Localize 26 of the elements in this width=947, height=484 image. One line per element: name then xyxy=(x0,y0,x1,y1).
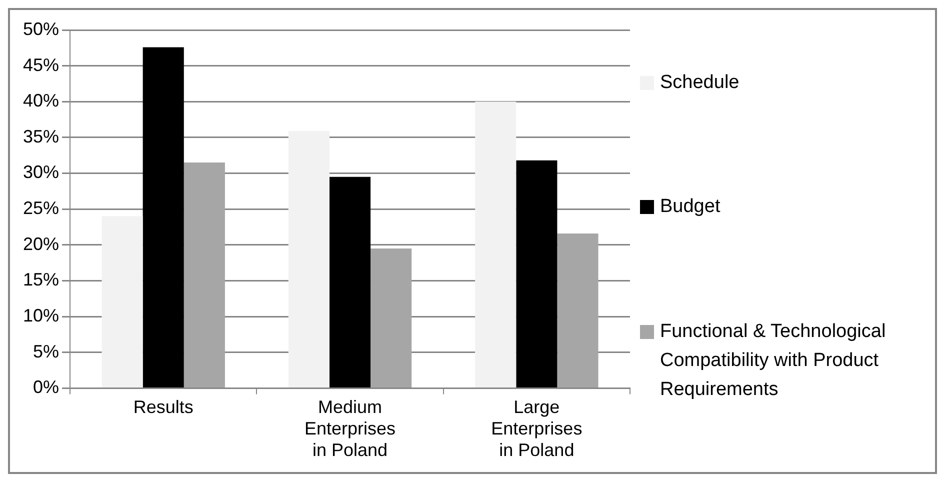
bar xyxy=(288,131,330,388)
legend-label: Schedule xyxy=(660,70,740,95)
y-tick-label: 0% xyxy=(33,377,60,398)
y-tick-label: 50% xyxy=(22,18,60,39)
y-tick-label: 35% xyxy=(22,126,60,146)
x-tick-label: Results xyxy=(133,396,194,417)
y-tick-label: 45% xyxy=(22,54,60,75)
bar xyxy=(329,176,371,388)
bar xyxy=(475,102,516,388)
y-tick-label: 15% xyxy=(22,270,60,290)
y-tick-label: 5% xyxy=(33,341,60,362)
x-tick-label: Medium Enterprises in Poland xyxy=(304,396,396,460)
bar xyxy=(102,216,143,388)
bar xyxy=(184,162,225,388)
y-tick-label: 10% xyxy=(22,306,60,326)
y-tick-label: 20% xyxy=(22,234,60,254)
y-tick-label: 40% xyxy=(22,90,60,111)
y-tick-label: 30% xyxy=(22,162,60,182)
bar xyxy=(516,160,558,388)
bar xyxy=(557,233,598,388)
bar xyxy=(142,47,184,388)
x-tick-label: Large Enterprises in Poland xyxy=(491,396,582,460)
y-tick-label: 25% xyxy=(22,198,60,218)
legend-label: Functional & Technological Compatibility with Product Requirements xyxy=(660,320,887,402)
bar xyxy=(370,248,412,388)
legend-label: Budget xyxy=(660,195,722,220)
